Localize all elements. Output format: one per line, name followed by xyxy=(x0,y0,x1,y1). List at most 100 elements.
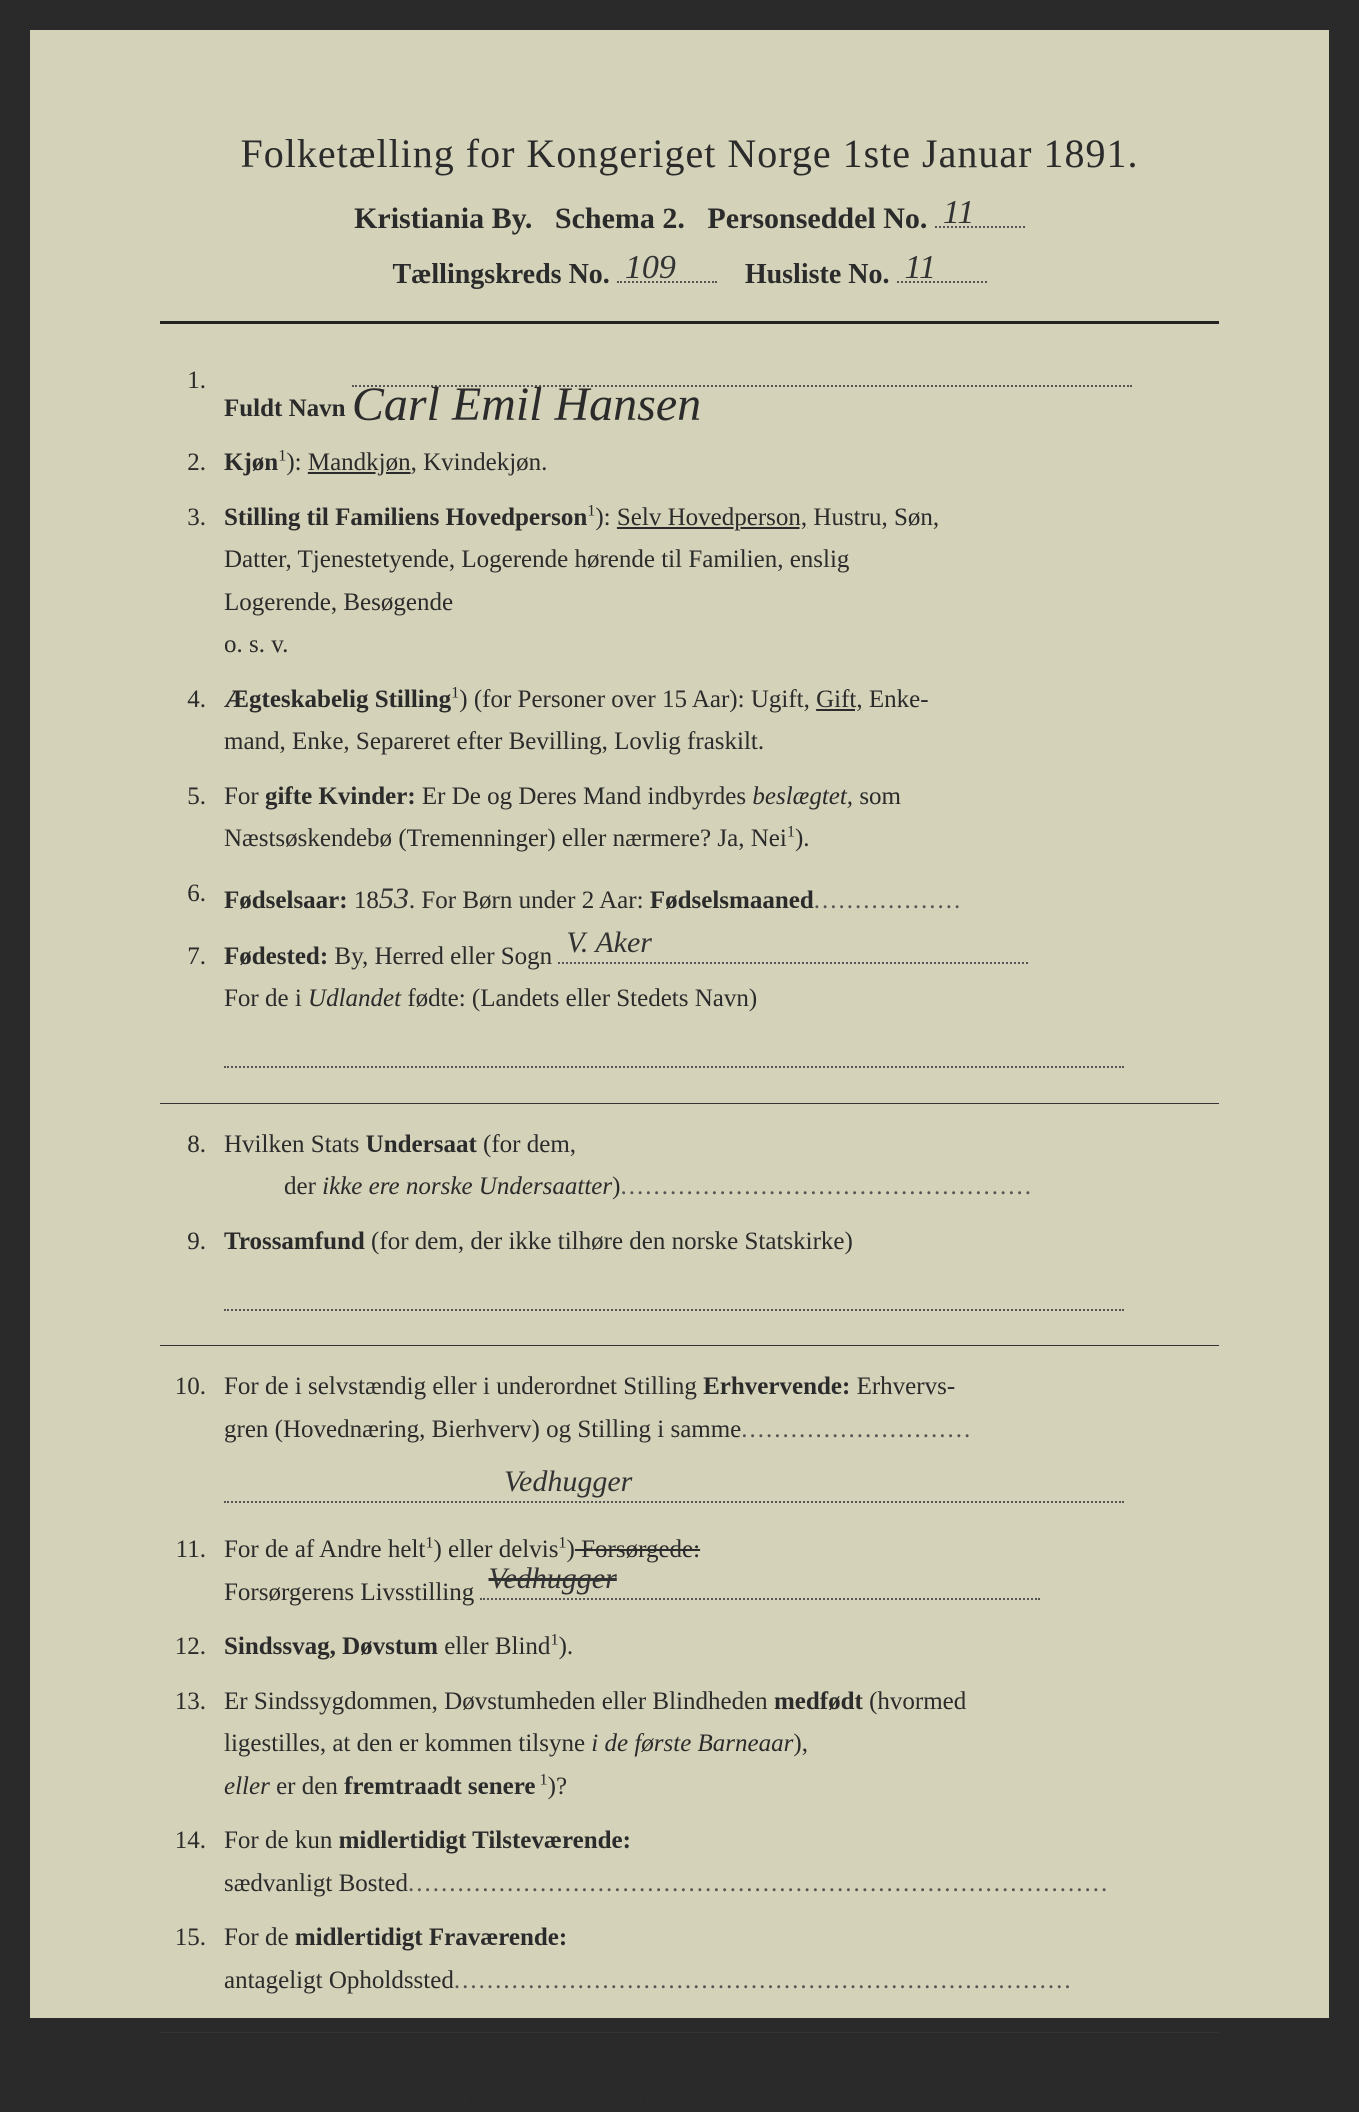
q13-b2: fremtraadt senere xyxy=(344,1773,535,1800)
q14-line2: sædvanligt Bosted xyxy=(224,1870,408,1897)
birthplace-value: V. Aker xyxy=(566,917,652,968)
label-aegteskab: Ægteskabelig Stilling xyxy=(224,686,451,713)
item-10: 10. For de i selvstændig eller i underor… xyxy=(160,1366,1219,1517)
q8-line2a: der xyxy=(224,1173,322,1200)
item-4: 4. Ægteskabelig Stilling1) (for Personer… xyxy=(160,679,1219,764)
dots: ........................................… xyxy=(620,1173,1033,1200)
q11-text1: For de af Andre helt xyxy=(224,1536,425,1563)
item-15: 15. For de midlertidigt Fraværende: anta… xyxy=(160,1917,1219,2002)
item-5: 5. For gifte Kvinder: Er De og Deres Man… xyxy=(160,776,1219,861)
item-body: For de i selvstændig eller i underordnet… xyxy=(224,1366,1219,1517)
q15-b1: midlertidigt Fraværende: xyxy=(295,1924,567,1951)
item-body: Sindssvag, Døvstum eller Blind1). xyxy=(224,1626,1219,1669)
q7-line2b: fødte: (Landets eller Stedets Navn) xyxy=(401,985,757,1012)
item-number: 11. xyxy=(160,1529,224,1614)
personseddel-label: Personseddel No. xyxy=(707,202,927,235)
q3-rest1: Hustru, Søn, xyxy=(807,504,939,531)
q5-b1: gifte Kvinder: xyxy=(265,783,416,810)
label-fuldt-navn: Fuldt Navn xyxy=(224,395,346,422)
item-number: 4. xyxy=(160,679,224,764)
q13-b1: medfødt xyxy=(774,1688,863,1715)
item-13: 13. Er Sindssygdommen, Døvstumheden elle… xyxy=(160,1681,1219,1809)
item-number: 9. xyxy=(160,1221,224,1326)
item-6: 6. Fødselsaar: 1853. For Børn under 2 Aa… xyxy=(160,873,1219,924)
label-stilling: Stilling til Familiens Hovedperson xyxy=(224,504,587,531)
footnote: ¹) De for hvert Tilfælde passende Ord un… xyxy=(160,2083,1219,2112)
dots: ............................ xyxy=(741,1416,972,1443)
item-12: 12. Sindssvag, Døvstum eller Blind1). xyxy=(160,1626,1219,1669)
provider-occupation-value: Vedhugger xyxy=(488,1553,616,1604)
q13-text2: (hvormed xyxy=(863,1688,966,1715)
item-body: Fødselsaar: 1853. For Børn under 2 Aar: … xyxy=(224,873,1219,924)
q3-line2: Datter, Tjenestetyende, Logerende hørend… xyxy=(224,546,849,573)
item-number: 6. xyxy=(160,873,224,924)
dots: ........................................… xyxy=(454,1967,1073,1994)
q5-i1: beslægtet, xyxy=(752,783,853,810)
form-items: 1. Fuldt Navn Carl Emil Hansen 2. Kjøn1)… xyxy=(160,360,1219,2003)
footnote-text: De for hvert Tilfælde passende Ord under… xyxy=(296,2085,913,2111)
item-number: 5. xyxy=(160,776,224,861)
item-body: For de kun midlertidigt Tilsteværende: s… xyxy=(224,1820,1219,1905)
q10-b1: Erhvervende: xyxy=(703,1373,850,1400)
item-body: Fødested: By, Herred eller Sogn V. Aker … xyxy=(224,936,1219,1083)
q9-b1: Trossamfund xyxy=(224,1228,365,1255)
q12-text1: eller Blind xyxy=(438,1633,550,1660)
divider-bottom xyxy=(160,2032,1219,2033)
selected-relation: Selv Hovedperson, xyxy=(617,504,807,531)
item-2: 2. Kjøn1): Mandkjøn, Kvindekjøn. xyxy=(160,442,1219,485)
item-body: Trossamfund (for dem, der ikke tilhøre d… xyxy=(224,1221,1219,1326)
q5-line2a: Næstsøskendebø xyxy=(224,825,392,852)
form-header: Folketælling for Kongeriget Norge 1ste J… xyxy=(160,130,1219,291)
q14-text1: For de kun xyxy=(224,1827,339,1854)
birth-year-value: 53 xyxy=(379,882,409,915)
label-kjon: Kjøn xyxy=(224,449,278,476)
item-number: 1. xyxy=(160,360,224,431)
q5-text1: For xyxy=(224,783,265,810)
q4-text2: Enke- xyxy=(863,686,929,713)
foreign-birthplace-line xyxy=(224,1041,1124,1069)
schema-label: Schema 2. xyxy=(555,202,685,235)
dots: .................. xyxy=(814,887,963,914)
q4-text1: (for Personer over 15 Aar): Ugift, xyxy=(468,686,817,713)
main-title: Folketælling for Kongeriget Norge 1ste J… xyxy=(160,130,1219,177)
item-9: 9. Trossamfund (for dem, der ikke tilhør… xyxy=(160,1221,1219,1326)
item-number: 7. xyxy=(160,936,224,1083)
label-fodselsaar: Fødselsaar: xyxy=(224,887,348,914)
divider-top xyxy=(160,321,1219,324)
divider-mid-1 xyxy=(160,1103,1219,1104)
label-fodested: Fødested: xyxy=(224,943,328,970)
q8-text1: Hvilken Stats xyxy=(224,1131,366,1158)
q13-line3a: eller xyxy=(224,1773,270,1800)
item-11: 11. For de af Andre helt1) eller delvis1… xyxy=(160,1529,1219,1614)
q7-i1: Udlandet xyxy=(308,985,401,1012)
item-body: Stilling til Familiens Hovedperson1): Se… xyxy=(224,497,1219,667)
q3-line4: o. s. v. xyxy=(224,631,288,658)
q8-text2: (for dem, xyxy=(477,1131,576,1158)
q3-line3: Logerende, Besøgende xyxy=(224,589,453,616)
item-1: 1. Fuldt Navn Carl Emil Hansen xyxy=(160,360,1219,431)
item-14: 14. For de kun midlertidigt Tilsteværend… xyxy=(160,1820,1219,1905)
footnote-marker: ¹) xyxy=(280,2083,290,2100)
item-3: 3. Stilling til Familiens Hovedperson1):… xyxy=(160,497,1219,667)
item-number: 3. xyxy=(160,497,224,667)
item-body: For de af Andre helt1) eller delvis1) Fo… xyxy=(224,1529,1219,1614)
item-body: For de midlertidigt Fraværende: antageli… xyxy=(224,1917,1219,2002)
q7-line2: For de i xyxy=(224,985,308,1012)
q5-line2b: (Tremenninger) eller nærmere? Ja, Nei xyxy=(392,825,787,852)
q6-text2: For Børn under 2 Aar: xyxy=(415,887,650,914)
item-number: 8. xyxy=(160,1124,224,1209)
item-8: 8. Hvilken Stats Undersaat (for dem, der… xyxy=(160,1124,1219,1209)
religion-line xyxy=(224,1283,1124,1311)
q7-text1: By, Herred eller Sogn xyxy=(328,943,552,970)
occupation-value: Vedhugger xyxy=(504,1456,632,1507)
item-number: 12. xyxy=(160,1626,224,1669)
item-body: Ægteskabelig Stilling1) (for Personer ov… xyxy=(224,679,1219,764)
q10-line2: gren (Hovednæring, Bierhverv) og Stillin… xyxy=(224,1416,741,1443)
subtitle-line-1: Kristiania By. Schema 2. Personseddel No… xyxy=(160,195,1219,236)
dots: ........................................… xyxy=(408,1870,1109,1897)
item-number: 2. xyxy=(160,442,224,485)
husliste-value: 11 xyxy=(905,249,936,287)
kreds-value: 109 xyxy=(625,249,676,287)
census-form-paper: Folketælling for Kongeriget Norge 1ste J… xyxy=(30,30,1329,2018)
q13-line3c: )? xyxy=(548,1773,567,1800)
